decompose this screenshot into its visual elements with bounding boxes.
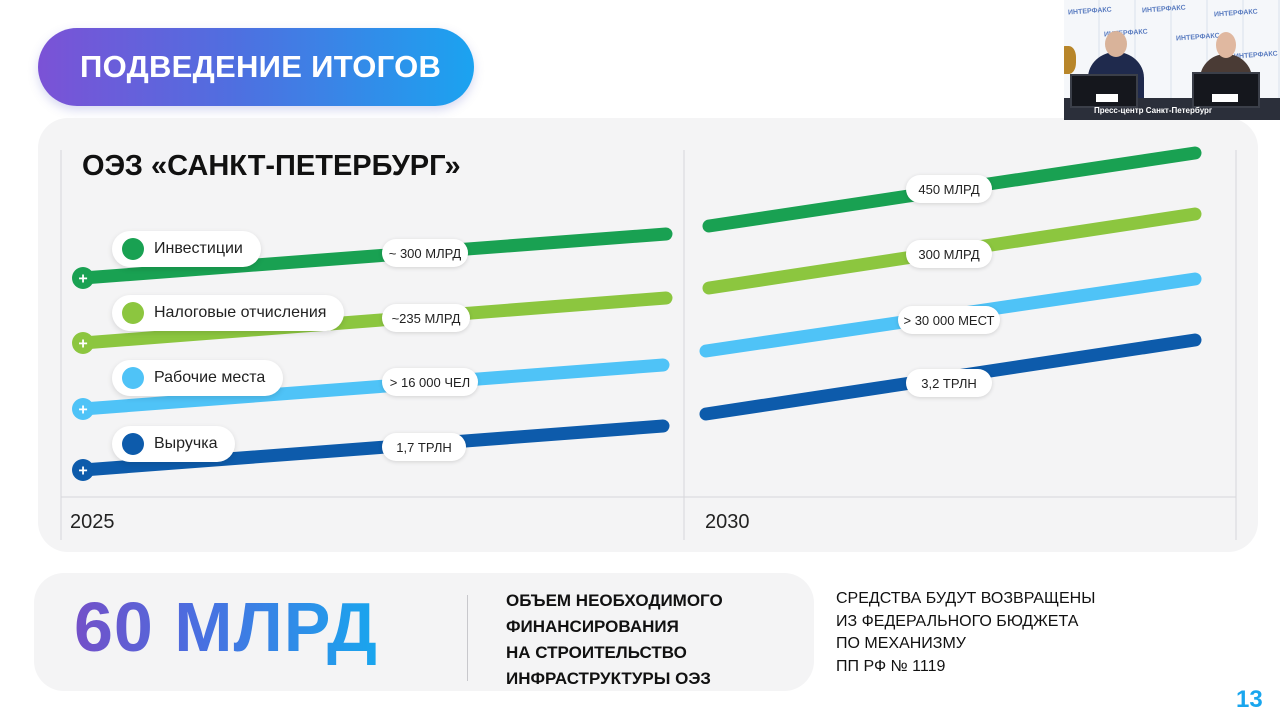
nameplate-left (1096, 94, 1118, 102)
legend-item-revenue: Выручка (112, 426, 236, 462)
data-label-investments-2025: ~ 300 МЛРД (382, 239, 468, 267)
section-title: ПОДВЕДЕНИЕ ИТОГОВ (80, 49, 442, 84)
data-label-jobs-2030: > 30 000 МЕСТ (898, 306, 1000, 334)
legend-dot-icon (122, 238, 144, 260)
plus-marker-icon (72, 267, 94, 289)
plus-marker-label: + (78, 336, 87, 353)
speaker-right-head (1216, 32, 1236, 58)
financing-description-line: ИНФРАСТРУКТУРЫ ОЭЗ (506, 669, 711, 688)
financing-note-line: СРЕДСТВА БУДУТ ВОЗВРАЩЕНЫ (836, 590, 1096, 607)
emblem-icon (1064, 46, 1076, 74)
financing-amount: 60 МЛРД (74, 585, 378, 669)
financing-note: СРЕДСТВА БУДУТ ВОЗВРАЩЕНЫ ИЗ ФЕДЕРАЛЬНОГ… (836, 588, 1095, 678)
legend-item-taxes: Налоговые отчисления (112, 295, 345, 331)
legend-label: Выручка (154, 435, 218, 452)
series-line-2025 (76, 358, 670, 416)
speaker-left-head (1105, 31, 1127, 57)
monitor-right (1192, 72, 1260, 108)
nameplate-right (1212, 94, 1238, 102)
legend-label: Налоговые отчисления (154, 304, 327, 321)
financing-description-line: ФИНАНСИРОВАНИЯ (506, 617, 679, 636)
legend-label: Инвестиции (154, 240, 243, 257)
legend-item-jobs: Рабочие места (112, 360, 284, 396)
financing-note-line: ИЗ ФЕДЕРАЛЬНОГО БЮДЖЕТА (836, 612, 1079, 630)
data-label-jobs-2025: > 16 000 ЧЕЛ (382, 368, 478, 396)
financing-description-line: НА СТРОИТЕЛЬСТВО (506, 643, 687, 662)
page-number: 13 (1236, 686, 1263, 713)
financing-description: ОБЪЕМ НЕОБХОДИМОГО ФИНАНСИРОВАНИЯ НА СТР… (506, 588, 723, 692)
video-caption: Пресс-центр Санкт-Петербург (1094, 106, 1213, 115)
series-line-2025 (76, 291, 673, 350)
series-line-2025 (76, 227, 673, 285)
x-tick-label-2025: 2025 (70, 511, 115, 533)
financing-description-line: ОБЪЕМ НЕОБХОДИМОГО (506, 591, 723, 610)
data-label-revenue-2025: 1,7 ТРЛН (382, 433, 466, 461)
legend-item-investments: Инвестиции (112, 231, 261, 267)
financing-note-line: ПП РФ № 1119 (836, 657, 946, 675)
plus-marker-label: + (78, 402, 87, 419)
legend-dot-icon (122, 302, 144, 324)
plus-marker-label: + (78, 271, 87, 288)
plus-marker-icon (72, 459, 94, 481)
monitor-left (1070, 74, 1138, 108)
financing-card (34, 573, 814, 691)
legend-dot-icon (122, 367, 144, 389)
plus-marker-icon (72, 398, 94, 420)
data-label-taxes-2030: 300 МЛРД (906, 240, 992, 268)
financing-note-line: ПО МЕХАНИЗМУ (836, 635, 966, 652)
plus-marker-label: + (78, 463, 87, 480)
data-label-investments-2030: 450 МЛРД (906, 175, 992, 203)
video-feed[interactable]: ИНТЕРФАКС ИНТЕРФАКС ИНТЕРФАКС ИНТЕРФАКС … (1064, 0, 1280, 120)
legend-label: Рабочие места (154, 369, 266, 386)
series-line-2025 (76, 419, 670, 477)
section-title-pill: ПОДВЕДЕНИЕ ИТОГОВ (38, 28, 474, 106)
plus-marker-icon (72, 332, 94, 354)
x-tick-label-2030: 2030 (705, 511, 750, 533)
chart-title: ОЭЗ «САНКТ-ПЕТЕРБУРГ» (82, 150, 461, 182)
financing-divider (467, 595, 468, 681)
data-label-revenue-2030: 3,2 ТРЛН (906, 369, 992, 397)
data-label-taxes-2025: ~235 МЛРД (382, 304, 470, 332)
legend-dot-icon (122, 433, 144, 455)
